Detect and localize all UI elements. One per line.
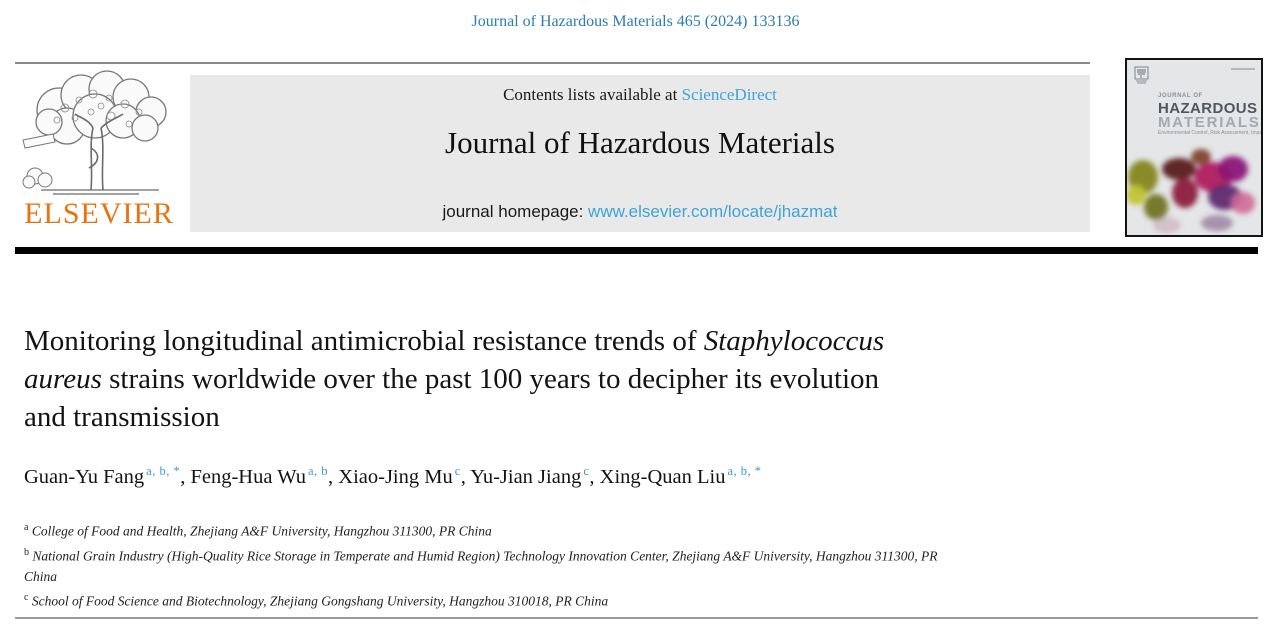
title-segment: aureus — [24, 363, 102, 395]
author-list: Guan-Yu Fang a, b, *, Feng-Hua Wu a, b, Xi… — [24, 464, 762, 488]
elsevier-tree-icon — [22, 70, 167, 195]
affiliation: c School of Food Science and Biotechnolo… — [24, 592, 609, 609]
header-top-rule — [15, 62, 1090, 64]
author-affiliation-sup[interactable]: a, b — [307, 464, 329, 478]
affiliation-sup: c — [24, 592, 29, 603]
cover-title-line1: HAZARDOUS — [1158, 100, 1258, 117]
author-name: Yu-Jian Jiang — [470, 465, 582, 488]
author-affiliation-sup[interactable]: c — [454, 464, 461, 478]
contents-prefix: Contents lists available at — [503, 85, 682, 104]
cover-issue-info-bar — [1231, 68, 1255, 70]
journal-homepage-link[interactable]: www.elsevier.com/locate/jhazmat — [588, 202, 838, 221]
contents-line: Contents lists available at ScienceDirec… — [190, 75, 1090, 105]
affiliation-sup: b — [24, 546, 29, 558]
affiliation-list: a College of Food and Health, Zhejiang A… — [24, 517, 1204, 612]
article-citation-link[interactable]: Journal of Hazardous Materials 465 (2024… — [471, 13, 800, 30]
cover-kicker: JOURNAL OF — [1158, 93, 1203, 99]
cover-elsevier-mark-icon — [1134, 66, 1149, 84]
article-title: Monitoring longitudinal antimicrobial re… — [24, 322, 1109, 436]
elsevier-logo: ELSEVIER — [15, 68, 183, 236]
author-affiliation-sup[interactable]: c — [583, 464, 590, 478]
author-affiliation-sup[interactable]: a, b, * — [727, 464, 762, 478]
world-map-graphic — [1127, 149, 1255, 233]
homepage-line: journal homepage: www.elsevier.com/locat… — [190, 202, 1090, 222]
homepage-prefix: journal homepage: — [442, 202, 589, 221]
affiliation: b National Grain Industry (High-Quality … — [24, 546, 938, 585]
journal-cover-thumbnail: JOURNAL OF HAZARDOUS MATERIALS Environme… — [1125, 58, 1263, 237]
cover-subtitle: Environmental Control, Risk Assessment, … — [1158, 130, 1263, 136]
sciencedirect-link[interactable]: ScienceDirect — [681, 85, 777, 104]
footer-rule — [15, 617, 1258, 619]
affiliation-sup: a — [24, 522, 29, 533]
affiliation: a College of Food and Health, Zhejiang A… — [24, 522, 492, 539]
journal-title: Journal of Hazardous Materials — [445, 125, 835, 160]
title-segment: and transmission — [24, 401, 220, 433]
elsevier-wordmark: ELSEVIER — [24, 197, 174, 230]
title-segment: Monitoring longitudinal antimicrobial re… — [24, 325, 704, 357]
author-name: Xiao-Jing Mu — [338, 465, 453, 488]
cover-title-line2: MATERIALS — [1158, 114, 1261, 131]
title-segment: Staphylococcus — [703, 325, 885, 357]
author-affiliation-sup[interactable]: a, b, * — [146, 464, 181, 478]
author-name: Feng-Hua Wu — [190, 465, 306, 488]
title-segment: strains worldwide over the past 100 year… — [101, 363, 880, 395]
author-name: Guan-Yu Fang — [24, 465, 145, 488]
author-name: Xing-Quan Liu — [599, 465, 726, 488]
journal-banner: Contents lists available at ScienceDirec… — [190, 75, 1090, 232]
header-bottom-thick-rule — [15, 247, 1258, 254]
